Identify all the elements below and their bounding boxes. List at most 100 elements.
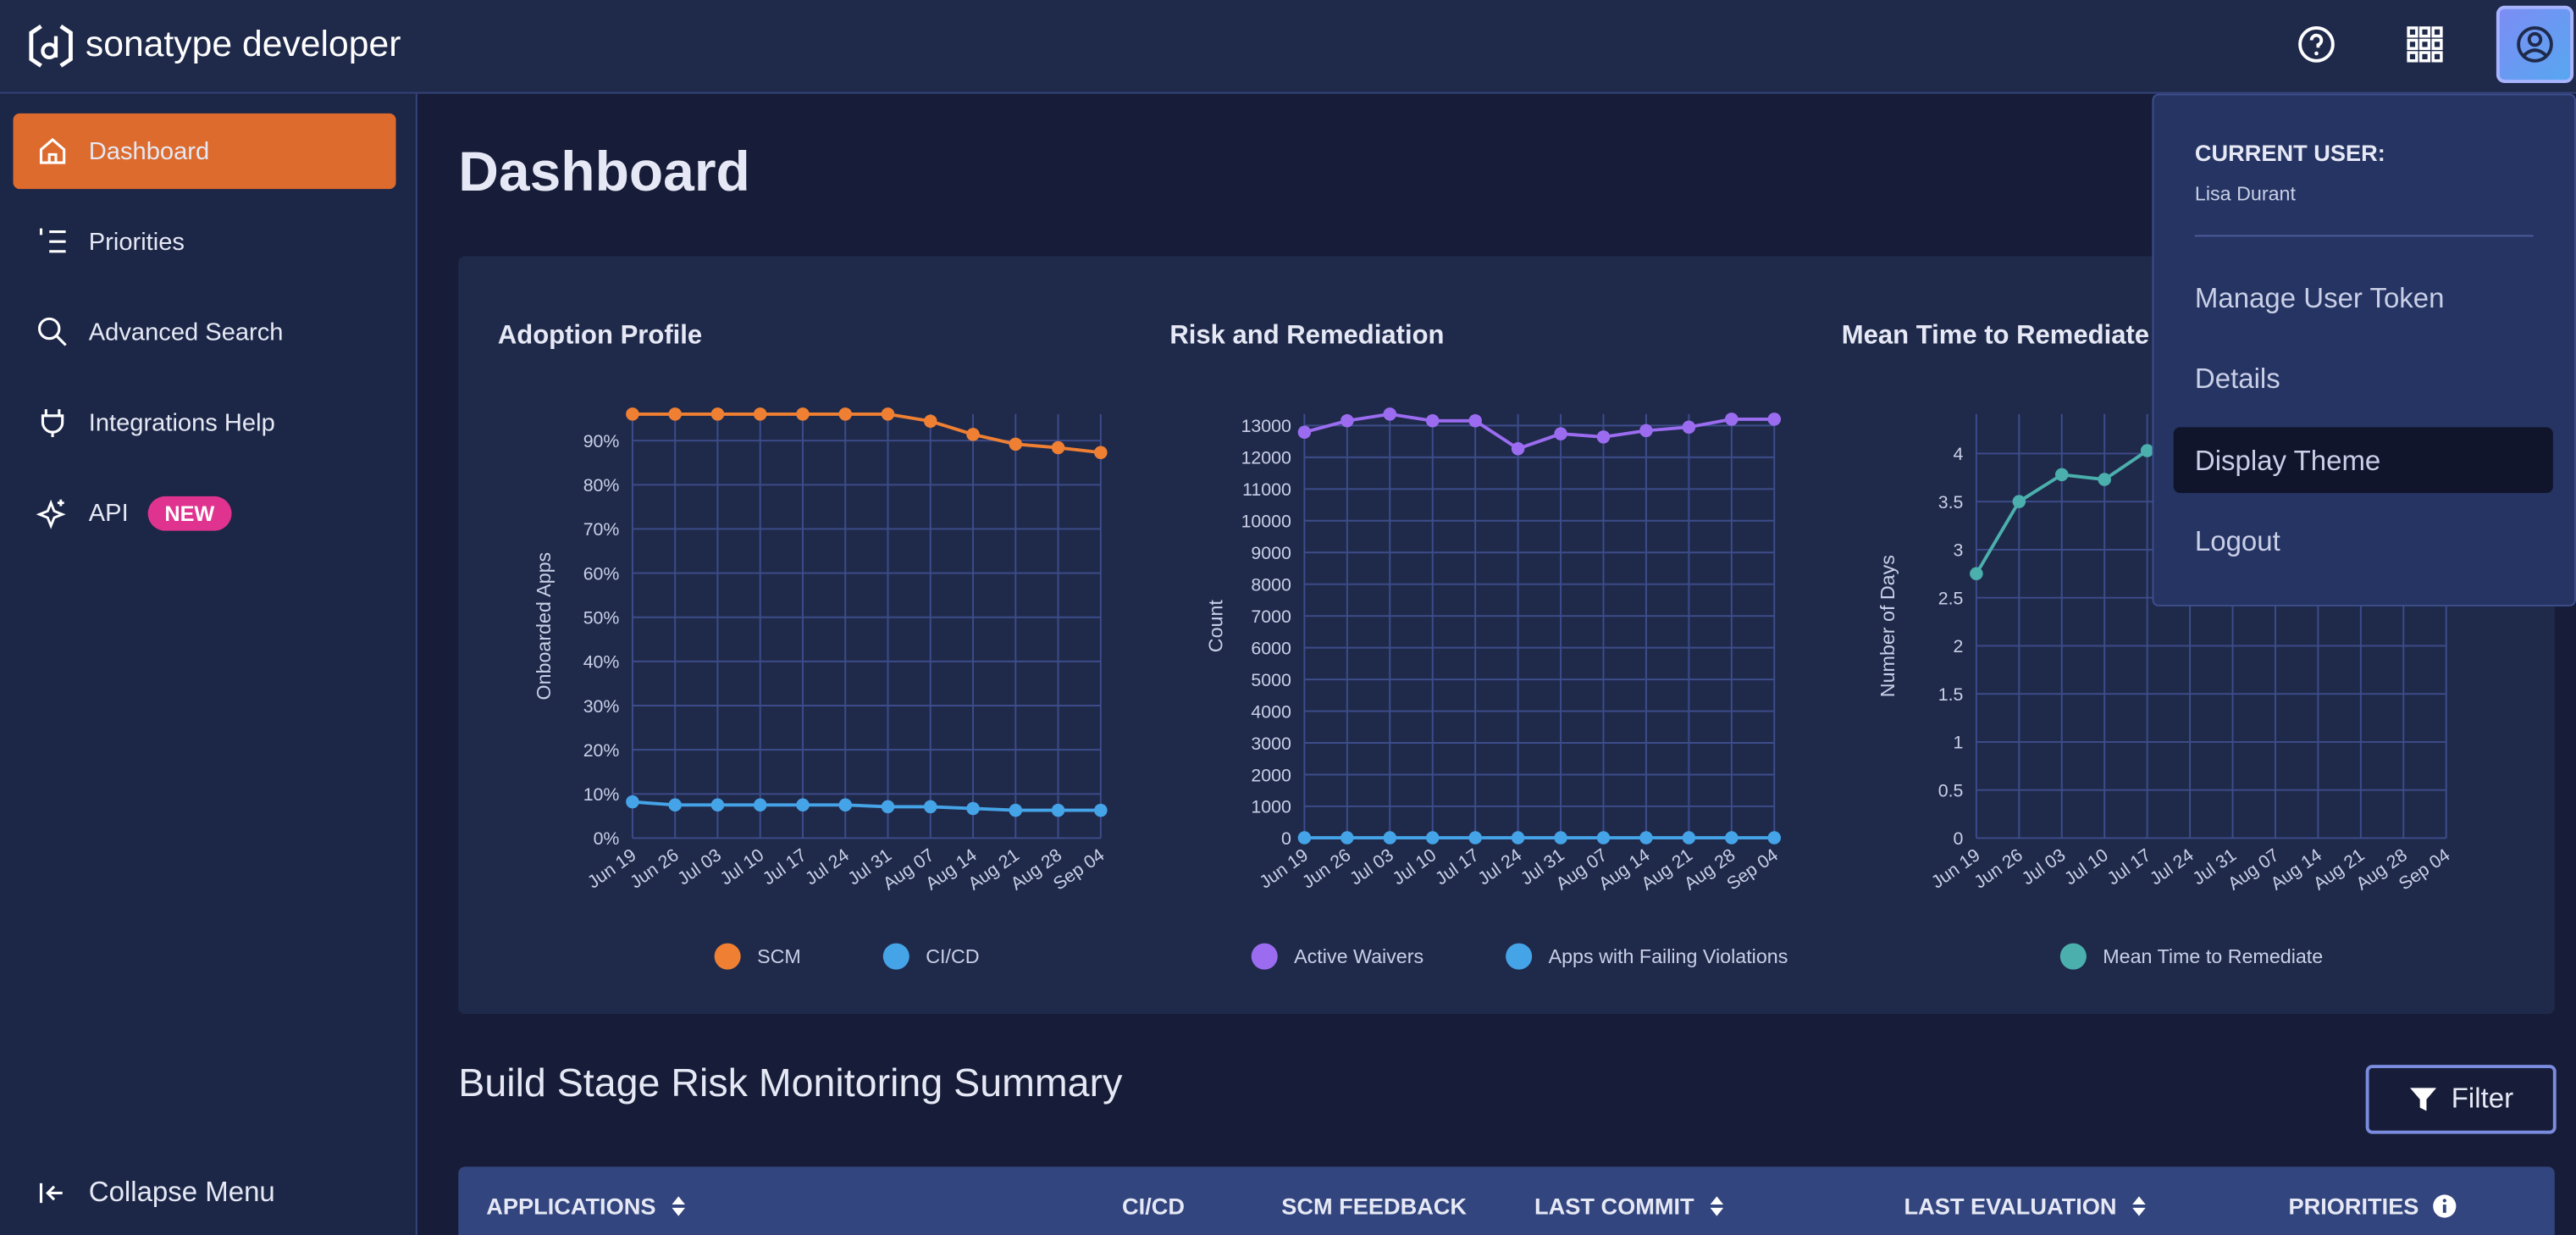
nav-api[interactable]: API NEW: [14, 475, 396, 551]
data-point: [1511, 831, 1525, 845]
y-tick-label: 4: [1953, 444, 1963, 464]
data-point: [668, 407, 682, 421]
nav-dashboard[interactable]: Dashboard: [13, 113, 396, 190]
col-label: CI/CD: [1122, 1193, 1186, 1220]
data-point: [1725, 413, 1739, 426]
data-point: [1383, 831, 1397, 845]
data-point: [881, 800, 895, 814]
col-label: LAST EVALUATION: [1904, 1193, 2117, 1220]
chart-title: Risk and Remediation: [1169, 319, 1444, 349]
x-tick-label: Jul 17: [759, 845, 810, 889]
y-tick-label: 7000: [1251, 606, 1291, 627]
data-point: [1468, 414, 1482, 428]
y-tick-label: 0.5: [1938, 780, 1964, 800]
col-header[interactable]: LAST COMMIT: [1534, 1193, 1727, 1220]
menu-item[interactable]: Logout: [2194, 525, 2280, 557]
col-label: SCM FEEDBACK: [1281, 1193, 1468, 1220]
legend-swatch: [1506, 943, 1533, 970]
apps-icon[interactable]: [2407, 26, 2443, 63]
y-tick-label: 8000: [1251, 574, 1291, 595]
help-icon[interactable]: [2297, 25, 2336, 64]
col-header[interactable]: LAST EVALUATION: [1904, 1193, 2150, 1220]
x-tick-label: Jul 24: [802, 845, 853, 889]
col-label: APPLICATIONS: [486, 1193, 656, 1220]
y-tick-label: 40%: [583, 652, 620, 673]
legend-label: CI/CD: [926, 945, 979, 967]
data-point: [1511, 441, 1525, 456]
new-badge: NEW: [147, 495, 231, 530]
data-point: [626, 407, 639, 421]
data-point: [1596, 430, 1611, 444]
data-point: [1051, 803, 1065, 817]
legend: SCM CI/CD: [714, 943, 980, 970]
data-point: [1682, 420, 1696, 435]
y-tick-label: 30%: [583, 696, 620, 717]
data-point: [1009, 437, 1023, 451]
menu-highlight: [2173, 427, 2553, 494]
y-tick-label: 90%: [583, 431, 620, 451]
data-point: [753, 407, 767, 421]
x-tick-label: Jul 10: [716, 845, 767, 889]
data-point: [924, 800, 937, 814]
data-point: [1554, 427, 1567, 440]
legend-label: Mean Time to Remediate: [2103, 945, 2323, 967]
y-tick-label: 9000: [1251, 543, 1291, 563]
x-tick-label: Jul 10: [1389, 845, 1440, 889]
y-tick-label: 1.5: [1938, 684, 1964, 705]
data-point: [1682, 831, 1696, 845]
y-tick-label: 70%: [583, 519, 620, 540]
x-tick-label: Jul 24: [1474, 845, 1525, 889]
y-tick-label: 0: [1281, 828, 1291, 849]
x-tick-label: Jul 24: [2146, 845, 2197, 889]
data-point: [1341, 414, 1354, 428]
x-tick-label: Jun 19: [583, 845, 639, 892]
legend-swatch: [714, 943, 741, 970]
legend-label: SCM: [757, 945, 801, 967]
x-tick-label: Jul 03: [674, 845, 725, 889]
legend-label: Active Waivers: [1294, 945, 1423, 967]
nav-integrations[interactable]: Integrations Help: [14, 385, 396, 460]
menu-item[interactable]: Details: [2194, 363, 2280, 395]
col-header: CI/CD: [1122, 1193, 1185, 1219]
page-title: Dashboard: [458, 141, 750, 204]
data-point: [1297, 425, 1312, 440]
data-point: [1425, 414, 1440, 428]
nav-search[interactable]: Advanced Search: [14, 294, 396, 369]
y-tick-label: 10000: [1241, 512, 1291, 532]
nav-label: Advanced Search: [88, 318, 284, 346]
y-axis-label: Onboarded Apps: [533, 552, 555, 701]
y-tick-label: 1: [1953, 733, 1963, 753]
y-tick-label: 2.5: [1938, 588, 1964, 608]
y-tick-label: 2: [1953, 636, 1963, 656]
data-point: [2140, 444, 2154, 457]
data-point: [1468, 831, 1482, 845]
user-button[interactable]: [2496, 5, 2574, 84]
col-header[interactable]: APPLICATIONS: [486, 1193, 688, 1220]
x-tick-label: Jul 10: [2060, 845, 2111, 889]
data-point: [753, 798, 767, 812]
filter-button[interactable]: Filter: [2365, 1065, 2557, 1134]
data-point: [710, 798, 725, 812]
data-point: [710, 407, 725, 421]
nav-collapse[interactable]: Collapse Menu: [14, 1155, 396, 1231]
x-tick-label: Jul 17: [1431, 845, 1482, 889]
nav-label: API: [88, 498, 129, 527]
y-tick-label: 0%: [594, 828, 620, 849]
data-point: [924, 414, 937, 428]
nav-priorities[interactable]: Priorities: [14, 204, 396, 280]
chart-title: Adoption Profile: [498, 319, 702, 349]
data-point: [1725, 831, 1739, 845]
logo-icon: [29, 25, 73, 68]
x-tick-label: Jun 26: [1971, 845, 2026, 892]
menu-item[interactable]: Manage User Token: [2194, 282, 2445, 314]
col-header: PRIORITIES: [2288, 1193, 2458, 1220]
menu-divider: [2194, 235, 2534, 237]
legend-label: Apps with Failing Violations: [1549, 945, 1788, 967]
y-tick-label: 4000: [1251, 701, 1291, 722]
data-point: [1297, 831, 1312, 845]
menu-item[interactable]: Display Theme: [2194, 445, 2381, 477]
y-tick-label: 20%: [583, 740, 620, 761]
data-point: [966, 428, 980, 441]
